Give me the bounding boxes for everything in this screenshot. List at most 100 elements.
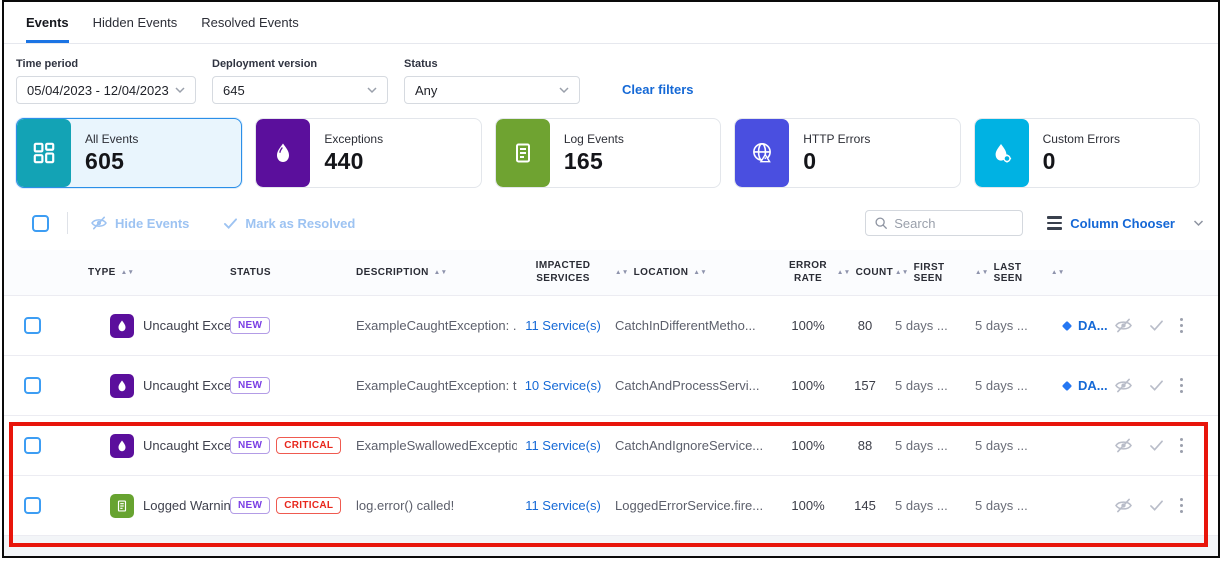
sort-icon[interactable]: ▲▼	[615, 269, 629, 276]
chevron-down-icon	[175, 87, 185, 94]
resolve-event-icon[interactable]	[1149, 379, 1164, 392]
jira-diamond-icon	[1062, 380, 1072, 391]
status-badge-new: NEW	[230, 437, 271, 454]
card-value: 0	[1042, 147, 1056, 174]
column-header-extra-sort[interactable]: ▲▼	[1051, 269, 1113, 276]
card-http-errors[interactable]: HTTP Errors 0	[734, 118, 961, 188]
row-checkbox[interactable]	[23, 497, 41, 514]
time-period-label: Time period	[16, 58, 79, 70]
card-label: Exceptions	[324, 131, 384, 146]
row-checkbox[interactable]	[23, 317, 41, 334]
table-row[interactable]: Uncaught Exce... NEW ExampleCaughtExcept…	[4, 356, 1218, 416]
clear-filters-link[interactable]: Clear filters	[622, 82, 694, 97]
hide-events-button[interactable]: Hide Events	[90, 216, 189, 231]
deployment-version-label: Deployment version	[212, 58, 318, 70]
row-menu-icon[interactable]	[1179, 437, 1183, 454]
sort-icon[interactable]: ▲▼	[120, 269, 135, 276]
sort-icon[interactable]: ▲▼	[693, 269, 708, 276]
mark-resolved-label: Mark as Resolved	[245, 215, 356, 231]
column-header-count[interactable]: ▲▼ COUNT	[836, 267, 894, 278]
filters-bar: Time period 05/04/2023 - 12/04/2023 Depl…	[4, 44, 1218, 116]
table-row[interactable]: Uncaught Exce... NEW CRITICAL ExampleSwa…	[4, 416, 1218, 476]
hide-event-icon[interactable]	[1114, 318, 1133, 333]
hamburger-icon	[1047, 216, 1063, 230]
row-menu-icon[interactable]	[1179, 317, 1183, 334]
event-count: 80	[857, 318, 873, 333]
column-header-description[interactable]: DESCRIPTION ▲▼	[356, 267, 448, 278]
card-custom-errors[interactable]: Custom Errors 0	[973, 118, 1201, 188]
card-value: 440	[324, 147, 364, 174]
column-header-status[interactable]: STATUS	[230, 267, 271, 278]
status-badge-new: NEW	[230, 317, 271, 334]
event-description: ExampleCaughtException: ...	[356, 318, 517, 333]
column-header-first-seen[interactable]: ▲▼ FIRST SEEN	[895, 261, 945, 284]
last-seen: 5 days ...	[975, 438, 1028, 453]
row-checkbox[interactable]	[23, 377, 41, 394]
time-period-value: 05/04/2023 - 12/04/2023	[27, 82, 169, 98]
column-chooser-button[interactable]: Column Chooser	[1047, 216, 1204, 231]
card-log-events[interactable]: Log Events 165	[494, 118, 722, 188]
resolve-event-icon[interactable]	[1149, 499, 1164, 512]
resolve-event-icon[interactable]	[1149, 319, 1164, 332]
card-value: 605	[85, 147, 125, 174]
card-label: HTTP Errors	[803, 131, 871, 146]
sort-icon[interactable]: ▲▼	[975, 269, 989, 276]
error-rate: 100%	[791, 378, 825, 393]
status-badge-critical: CRITICAL	[276, 497, 342, 514]
impacted-services-link[interactable]: 10 Service(s)	[524, 377, 602, 393]
tab-hidden-events[interactable]: Hidden Events	[92, 15, 178, 30]
column-header-last-seen[interactable]: ▲▼ LAST SEEN	[975, 261, 1023, 284]
summary-cards: All Events 605 Exceptions 440 Log Events…	[4, 116, 1218, 188]
sort-icon[interactable]: ▲▼	[433, 269, 448, 276]
search-icon	[875, 217, 888, 229]
event-description: ExampleCaughtException: t...	[356, 378, 517, 393]
resolve-event-icon[interactable]	[1149, 439, 1164, 452]
jira-ticket-link[interactable]: DA...	[1051, 378, 1113, 393]
hide-event-icon[interactable]	[1114, 498, 1133, 513]
card-exceptions[interactable]: Exceptions 440	[255, 118, 482, 188]
filter-time-period: Time period 05/04/2023 - 12/04/2023	[16, 58, 196, 104]
deployment-version-select[interactable]: 645	[212, 76, 388, 104]
tab-resolved-events[interactable]: Resolved Events	[201, 15, 299, 30]
chevron-down-icon	[559, 87, 569, 94]
event-location: LoggedErrorService.fire...	[615, 498, 764, 513]
column-header-location[interactable]: ▲▼ LOCATION ▲▼	[615, 267, 708, 278]
event-location: CatchAndProcessServi...	[615, 378, 760, 393]
column-header-error-rate[interactable]: ERROR RATE	[788, 260, 828, 284]
deployment-version-value: 645	[223, 82, 245, 98]
column-header-impacted-services[interactable]: IMPACTED SERVICES	[535, 260, 591, 284]
mark-resolved-button[interactable]: Mark as Resolved	[223, 216, 355, 231]
time-period-select[interactable]: 05/04/2023 - 12/04/2023	[16, 76, 196, 104]
row-menu-icon[interactable]	[1179, 377, 1183, 394]
table-row[interactable]: Logged Warning NEW CRITICAL log.error() …	[4, 476, 1218, 536]
impacted-services-link[interactable]: 11 Service(s)	[525, 437, 601, 453]
row-menu-icon[interactable]	[1179, 497, 1183, 514]
card-value: 165	[563, 147, 604, 174]
hide-event-icon[interactable]	[1114, 438, 1133, 453]
status-select[interactable]: Any	[404, 76, 580, 104]
sort-icon[interactable]: ▲▼	[836, 269, 851, 276]
card-label: Log Events	[563, 131, 624, 146]
hide-event-icon[interactable]	[1114, 378, 1133, 393]
table-row[interactable]: Uncaught Exce... NEW ExampleCaughtExcept…	[4, 296, 1218, 356]
last-seen: 5 days ...	[975, 378, 1028, 393]
last-seen: 5 days ...	[975, 318, 1028, 333]
search-input[interactable]	[894, 215, 1005, 231]
jira-diamond-icon	[1062, 320, 1072, 331]
column-header-type[interactable]: TYPE ▲▼	[88, 267, 135, 278]
card-label: All Events	[85, 131, 139, 146]
event-count: 145	[854, 498, 876, 513]
chevron-down-icon[interactable]	[1193, 219, 1204, 227]
page-background	[4, 536, 1218, 556]
status-badge-new: NEW	[230, 377, 271, 394]
impacted-services-link[interactable]: 11 Service(s)	[525, 317, 601, 333]
sort-icon[interactable]: ▲▼	[1051, 269, 1065, 276]
select-all-checkbox[interactable]	[32, 214, 49, 232]
jira-ticket-link[interactable]: DA...	[1051, 318, 1113, 333]
tab-events[interactable]: Events	[26, 15, 69, 43]
status-value: Any	[415, 82, 438, 98]
card-all-events[interactable]: All Events 605	[16, 118, 243, 188]
sort-icon[interactable]: ▲▼	[895, 269, 909, 276]
row-checkbox[interactable]	[23, 437, 41, 454]
impacted-services-link[interactable]: 11 Service(s)	[525, 497, 601, 513]
